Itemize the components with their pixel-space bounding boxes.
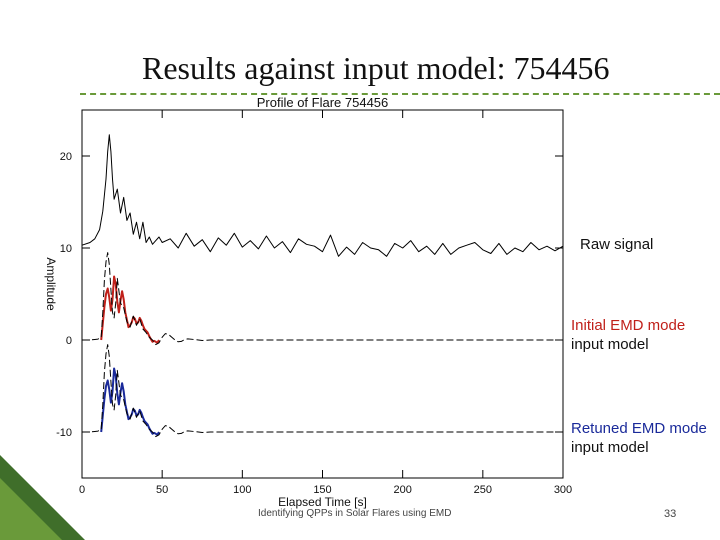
x-tick-label: 0 <box>79 484 85 496</box>
title-divider <box>80 93 720 95</box>
series-line-retuned-emd-input-model <box>82 344 563 438</box>
y-tick-label: 20 <box>60 151 72 163</box>
retuned-emd-label-line2: input model <box>571 439 649 456</box>
series-line-raw-signal <box>81 134 564 257</box>
x-tick-label: 50 <box>156 484 168 496</box>
x-tick-label: 250 <box>474 484 492 496</box>
y-tick-label: 0 <box>66 335 72 347</box>
series-line-initial-emd-input-model <box>82 252 563 346</box>
series-line-initial-emd-mode <box>100 275 160 344</box>
y-tick-label: -10 <box>56 427 72 439</box>
plot-frame <box>81 109 564 479</box>
slide-title: Results against input model: 754456 <box>142 50 610 86</box>
x-tick-label: 150 <box>313 484 331 496</box>
footer-text: Identifying QPPs in Solar Flares using E… <box>258 508 452 519</box>
initial-emd-label-line2: input model <box>571 336 649 353</box>
chart-title: Profile of Flare 754456 <box>257 95 389 110</box>
y-tick-label: 10 <box>60 243 72 255</box>
y-axis-label: Amplitude <box>44 257 58 311</box>
series-line-retuned-emd-mode <box>100 367 160 436</box>
page-number: 33 <box>664 508 677 520</box>
x-tick-label: 100 <box>233 484 251 496</box>
x-tick-label: 200 <box>393 484 411 496</box>
raw-signal-label: Raw signal <box>580 236 654 253</box>
initial-emd-label: Initial EMD mode input model <box>571 316 685 354</box>
initial-emd-label-line1: Initial EMD mode <box>571 317 686 334</box>
retuned-emd-label: Retuned EMD mode input model <box>571 419 707 457</box>
retuned-emd-label-line1: Retuned EMD mode <box>571 420 707 437</box>
x-axis-label: Elapsed Time [s] <box>278 495 367 509</box>
x-tick-label: 300 <box>554 484 572 496</box>
